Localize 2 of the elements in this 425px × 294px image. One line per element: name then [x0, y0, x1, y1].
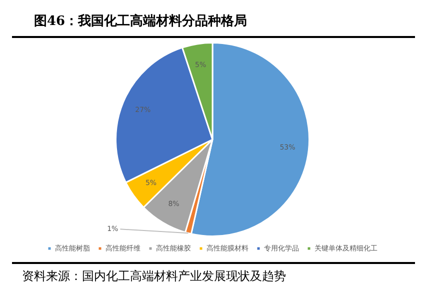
text: 资料来源：国内化工高端材料产业发展现状及趋势: [21, 268, 287, 285]
chart-title: 图46：我国化工高端材料分品种格局: [12, 0, 415, 38]
